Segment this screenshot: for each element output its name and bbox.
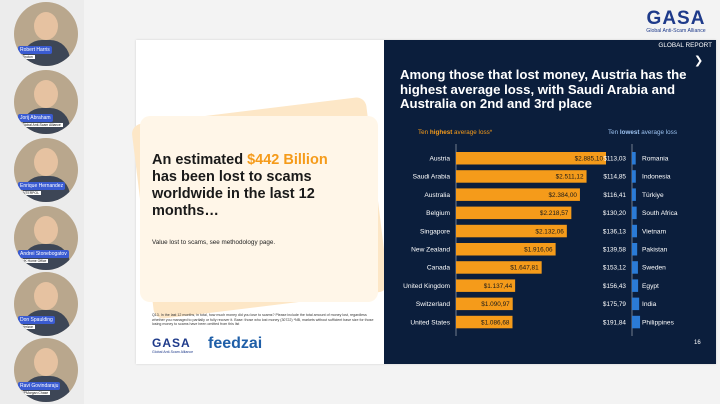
value-label-lowest: $130,20 bbox=[603, 210, 627, 217]
participant-org: JPMorgan Chase bbox=[20, 391, 51, 395]
bar-highest bbox=[456, 152, 606, 165]
participant-org: Global Anti-Scam Alliance bbox=[20, 123, 63, 127]
bar-highest bbox=[456, 315, 513, 329]
bar-highest bbox=[456, 297, 513, 311]
bar-lowest bbox=[632, 243, 638, 256]
value-label-lowest: $113,03 bbox=[603, 155, 626, 162]
bar-lowest bbox=[632, 279, 639, 292]
bar-highest bbox=[456, 170, 587, 183]
gasa-logo-mark: GASA bbox=[646, 8, 706, 29]
chart-title: Among those that lost money, Austria has… bbox=[400, 67, 687, 111]
value-label-lowest: $153,12 bbox=[603, 265, 627, 272]
report-label: GLOBAL REPORT bbox=[658, 42, 712, 49]
bar-chart: Austria $2.885,10 Saudi Arabia $2.511,12 Aus… bbox=[403, 144, 678, 336]
category-label-lowest: Romania bbox=[642, 155, 669, 162]
category-label-highest: Singapore bbox=[420, 228, 450, 235]
page-number: 16 bbox=[694, 340, 701, 346]
value-label-highest: $2.384,00 bbox=[549, 192, 578, 199]
bar-highest bbox=[456, 188, 580, 201]
category-label-highest: United Kingdom bbox=[403, 283, 450, 290]
participant-name: Andrei Stonebogatov bbox=[18, 250, 69, 258]
participant-org: Photon bbox=[20, 55, 35, 59]
bar-lowest bbox=[632, 206, 637, 220]
participant-tile[interactable]: Robert Harris Photon bbox=[14, 2, 78, 66]
participant-tile[interactable]: Ravi Govindaraju JPMorgan Chase bbox=[14, 338, 78, 402]
participant-tile[interactable]: Jorij Abraham Global Anti-Scam Alliance bbox=[14, 70, 78, 134]
value-label-highest: $2.885,10 bbox=[575, 155, 604, 162]
participant-org: UK Home Office bbox=[20, 259, 49, 263]
bar-highest bbox=[456, 206, 572, 220]
participant-org: INTERPOL bbox=[20, 191, 41, 195]
bar-lowest bbox=[632, 224, 637, 238]
category-label-highest: Belgium bbox=[426, 210, 450, 217]
category-label-lowest: Pakistan bbox=[642, 246, 668, 253]
category-label-lowest: Vietnam bbox=[642, 228, 667, 235]
value-label-lowest: $116,41 bbox=[603, 192, 626, 199]
category-label-lowest: Indonesia bbox=[642, 174, 671, 181]
headline-amount: $442 Billion bbox=[247, 152, 328, 168]
category-label-highest: New Zealand bbox=[411, 246, 450, 253]
participant-name: Ravi Govindaraju bbox=[18, 382, 61, 390]
value-label-lowest: $175,79 bbox=[603, 301, 627, 308]
gasa-logo: GASA Global Anti-Scam Alliance bbox=[636, 8, 716, 34]
participant-strip: Robert Harris Photon Jorij Abraham Globa… bbox=[0, 0, 84, 404]
category-label-lowest: India bbox=[642, 301, 657, 308]
bar-highest bbox=[456, 224, 567, 238]
feedzai-logo: feedzai bbox=[208, 335, 263, 352]
participant-name: Robert Harris bbox=[18, 46, 52, 54]
value-label-lowest: $114,85 bbox=[603, 174, 626, 181]
value-label-lowest: $156,43 bbox=[603, 283, 627, 290]
category-label-lowest: Egypt bbox=[642, 283, 659, 290]
participant-name: Don Spaulding bbox=[18, 316, 55, 324]
participant-tile[interactable]: Andrei Stonebogatov UK Home Office bbox=[14, 206, 78, 270]
category-label-highest: Switzerland bbox=[416, 301, 450, 308]
value-label-highest: $1.090,97 bbox=[481, 301, 510, 308]
category-label-highest: Austria bbox=[429, 155, 450, 162]
participant-org: Verizon bbox=[20, 325, 36, 329]
category-label-lowest: Türkiye bbox=[642, 192, 664, 199]
category-label-highest: Saudi Arabia bbox=[413, 174, 451, 181]
category-label-highest: Canada bbox=[427, 265, 450, 272]
value-label-lowest: $191,84 bbox=[603, 319, 627, 326]
value-label-highest: $2.218,57 bbox=[540, 210, 569, 217]
legend-lowest: Ten lowest average loss bbox=[608, 129, 677, 136]
category-label-highest: Australia bbox=[424, 192, 450, 199]
participant-tile[interactable]: Don Spaulding Verizon bbox=[14, 272, 78, 336]
gasa-logo-subtitle: Global Anti-Scam Alliance bbox=[646, 28, 706, 34]
value-label-lowest: $139,58 bbox=[603, 246, 627, 253]
chevron-right-icon[interactable]: ❯ bbox=[694, 55, 704, 67]
bar-lowest bbox=[632, 170, 636, 183]
presentation-slide: An estimated $442 Billion has been lost … bbox=[130, 40, 716, 364]
bar-lowest bbox=[632, 315, 641, 329]
bar-highest bbox=[456, 279, 516, 292]
bar-lowest bbox=[632, 297, 640, 311]
value-label-highest: $2.132,06 bbox=[535, 228, 564, 235]
bar-lowest bbox=[632, 188, 636, 201]
bar-highest bbox=[456, 261, 542, 274]
value-label-highest: $1.647,81 bbox=[510, 265, 539, 272]
category-label-lowest: Sweden bbox=[642, 265, 666, 272]
category-label-lowest: South Africa bbox=[642, 210, 678, 217]
bar-lowest bbox=[632, 152, 636, 165]
gasa-logo-small: GASA Global Anti-Scam Alliance bbox=[152, 336, 194, 354]
value-label-highest: $1.137,44 bbox=[484, 283, 513, 290]
bar-lowest bbox=[632, 261, 638, 274]
participant-name: Enrique Hernandez bbox=[18, 182, 66, 190]
headline: An estimated $442 Billion has been lost … bbox=[152, 152, 328, 219]
participant-name: Jorij Abraham bbox=[18, 114, 53, 122]
category-label-highest: United States bbox=[410, 319, 450, 326]
legend-highest: Ten highest average loss* bbox=[418, 129, 493, 136]
value-label-highest: $1.916,06 bbox=[524, 246, 553, 253]
category-label-lowest: Philippines bbox=[642, 319, 675, 326]
footnote: Q13. In the last 12 months, in total, ho… bbox=[152, 313, 374, 327]
headline-card bbox=[140, 116, 378, 302]
value-label-lowest: $136,13 bbox=[603, 228, 627, 235]
participant-tile[interactable]: Enrique Hernandez INTERPOL bbox=[14, 138, 78, 202]
value-label-highest: $2.511,12 bbox=[556, 174, 584, 181]
slide-left-panel: An estimated $442 Billion has been lost … bbox=[130, 40, 390, 364]
value-label-highest: $1.086,68 bbox=[481, 319, 510, 326]
bar-highest bbox=[456, 243, 556, 256]
chart-panel: GLOBAL REPORT Among those that lost mone… bbox=[384, 40, 716, 364]
headline-caption: Value lost to scams, see methodology pag… bbox=[152, 239, 276, 246]
